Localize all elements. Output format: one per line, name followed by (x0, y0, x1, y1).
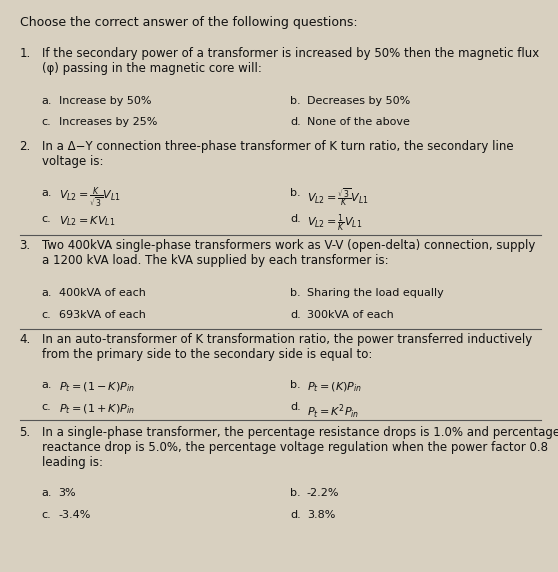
Text: Increases by 25%: Increases by 25% (59, 117, 157, 127)
Text: b.: b. (290, 96, 301, 105)
Text: d.: d. (290, 310, 301, 320)
Text: a.: a. (42, 380, 52, 390)
Text: -3.4%: -3.4% (59, 510, 91, 520)
Text: None of the above: None of the above (307, 117, 410, 127)
Text: Sharing the load equally: Sharing the load equally (307, 288, 444, 297)
Text: c.: c. (42, 117, 51, 127)
Text: -2.2%: -2.2% (307, 488, 339, 498)
Text: b.: b. (290, 380, 301, 390)
Text: d.: d. (290, 510, 301, 520)
Text: d.: d. (290, 402, 301, 412)
Text: c.: c. (42, 214, 51, 224)
Text: b.: b. (290, 488, 301, 498)
Text: a.: a. (42, 288, 52, 297)
Text: In a single-phase transformer, the percentage resistance drops is 1.0% and perce: In a single-phase transformer, the perce… (42, 426, 558, 468)
Text: $V_{L2} = KV_{L1}$: $V_{L2} = KV_{L1}$ (59, 214, 115, 228)
Text: 693kVA of each: 693kVA of each (59, 310, 146, 320)
Text: Two 400kVA single-phase transformers work as V-V (open-delta) connection, supply: Two 400kVA single-phase transformers wor… (42, 239, 535, 267)
Text: $V_{L2} = \frac{1}{K}V_{L1}$: $V_{L2} = \frac{1}{K}V_{L1}$ (307, 213, 363, 235)
Text: If the secondary power of a transformer is increased by 50% then the magnetic fl: If the secondary power of a transformer … (42, 47, 539, 75)
Text: 400kVA of each: 400kVA of each (59, 288, 146, 297)
Text: 3.: 3. (20, 239, 31, 252)
Text: d.: d. (290, 214, 301, 224)
Text: c.: c. (42, 510, 51, 520)
Text: $P_t = (1-K)P_{in}$: $P_t = (1-K)P_{in}$ (59, 380, 134, 394)
Text: In a Δ−Y connection three-phase transformer of K turn ratio, the secondary line
: In a Δ−Y connection three-phase transfor… (42, 140, 513, 168)
Text: 4.: 4. (20, 333, 31, 347)
Text: d.: d. (290, 117, 301, 127)
Text: Decreases by 50%: Decreases by 50% (307, 96, 410, 105)
Text: a.: a. (42, 488, 52, 498)
Text: 3.8%: 3.8% (307, 510, 335, 520)
Text: 2.: 2. (20, 140, 31, 153)
Text: c.: c. (42, 310, 51, 320)
Text: $V_{L2} = \frac{K}{\sqrt{3}}V_{L1}$: $V_{L2} = \frac{K}{\sqrt{3}}V_{L1}$ (59, 186, 120, 211)
Text: $P_t = K^2P_{in}$: $P_t = K^2P_{in}$ (307, 402, 359, 420)
Text: a.: a. (42, 96, 52, 105)
Text: $P_t = (K)P_{in}$: $P_t = (K)P_{in}$ (307, 380, 362, 394)
Text: In an auto-transformer of K transformation ratio, the power transferred inductiv: In an auto-transformer of K transformati… (42, 333, 532, 362)
Text: b.: b. (290, 288, 301, 297)
Text: 5.: 5. (20, 426, 31, 439)
Text: b.: b. (290, 188, 301, 197)
Text: $P_t = (1+K)P_{in}$: $P_t = (1+K)P_{in}$ (59, 402, 134, 416)
Text: 3%: 3% (59, 488, 76, 498)
Text: 1.: 1. (20, 47, 31, 60)
Text: $V_{L2} = \frac{\sqrt{3}}{K}V_{L1}$: $V_{L2} = \frac{\sqrt{3}}{K}V_{L1}$ (307, 186, 368, 208)
Text: Increase by 50%: Increase by 50% (59, 96, 151, 105)
Text: 300kVA of each: 300kVA of each (307, 310, 393, 320)
Text: c.: c. (42, 402, 51, 412)
Text: a.: a. (42, 188, 52, 197)
Text: Choose the correct answer of the following questions:: Choose the correct answer of the followi… (20, 16, 357, 29)
